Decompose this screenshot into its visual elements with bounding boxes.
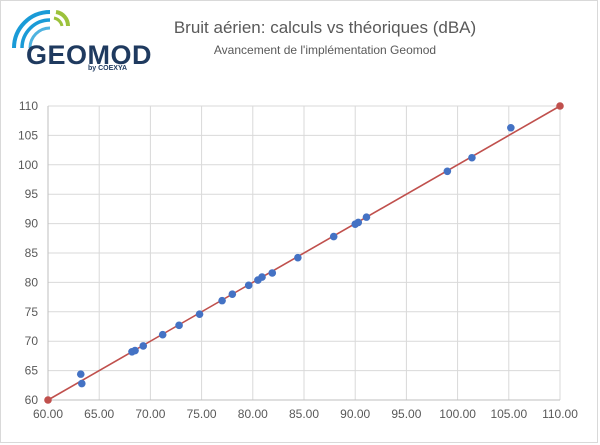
reference-line-endpoint bbox=[556, 102, 564, 110]
y-tick-label: 90 bbox=[25, 217, 39, 231]
x-tick-label: 65.00 bbox=[84, 407, 114, 421]
data-point bbox=[443, 167, 452, 176]
x-tick-label: 100.00 bbox=[439, 407, 476, 421]
x-tick-label: 110.00 bbox=[542, 407, 578, 421]
logo-byline: by COEXYA bbox=[88, 65, 128, 72]
data-point bbox=[258, 273, 266, 281]
y-tick-label: 95 bbox=[25, 187, 39, 201]
x-tick-label: 90.00 bbox=[340, 407, 370, 421]
data-point bbox=[228, 290, 237, 298]
x-tick-label: 105.00 bbox=[490, 407, 527, 421]
data-point bbox=[268, 269, 277, 277]
data-point bbox=[195, 310, 204, 318]
x-tick-label: 70.00 bbox=[135, 407, 165, 421]
data-point bbox=[329, 232, 338, 241]
data-point bbox=[354, 218, 363, 227]
chart-title: Bruit aérien: calculs vs théoriques (dBA… bbox=[173, 18, 477, 37]
x-tick-label: 80.00 bbox=[238, 407, 268, 421]
y-tick-label: 80 bbox=[25, 275, 39, 289]
logo-wordmark: GEOMOD bbox=[26, 40, 153, 70]
data-point bbox=[294, 253, 302, 262]
x-tick-label: 75.00 bbox=[187, 407, 217, 421]
x-tick-label: 95.00 bbox=[391, 407, 421, 421]
y-tick-label: 100 bbox=[18, 158, 38, 172]
data-point bbox=[175, 321, 183, 330]
data-point bbox=[244, 281, 253, 290]
data-point bbox=[139, 342, 148, 350]
y-tick-label: 85 bbox=[25, 246, 39, 260]
reference-line-endpoint bbox=[44, 396, 52, 404]
data-point bbox=[218, 296, 226, 305]
data-point bbox=[158, 330, 167, 339]
geomod-logo: GEOMOD by COEXYA bbox=[6, 4, 156, 72]
data-point bbox=[362, 213, 371, 221]
y-tick-label: 65 bbox=[25, 364, 39, 378]
y-tick-label: 70 bbox=[25, 334, 39, 348]
y-tick-label: 75 bbox=[25, 305, 39, 319]
data-point bbox=[507, 123, 515, 132]
data-point bbox=[131, 346, 139, 355]
y-tick-label: 110 bbox=[19, 99, 38, 113]
chart-subtitle: Avancement de l'implémentation Geomod bbox=[213, 43, 437, 57]
y-tick-label: 60 bbox=[25, 393, 39, 407]
x-tick-label: 85.00 bbox=[289, 407, 319, 421]
wifi-arcs-icon bbox=[12, 10, 71, 49]
y-tick-label: 105 bbox=[18, 128, 38, 142]
data-point bbox=[468, 153, 476, 162]
x-tick-label: 60.00 bbox=[33, 407, 63, 421]
data-point bbox=[77, 379, 86, 388]
data-point bbox=[76, 370, 85, 378]
